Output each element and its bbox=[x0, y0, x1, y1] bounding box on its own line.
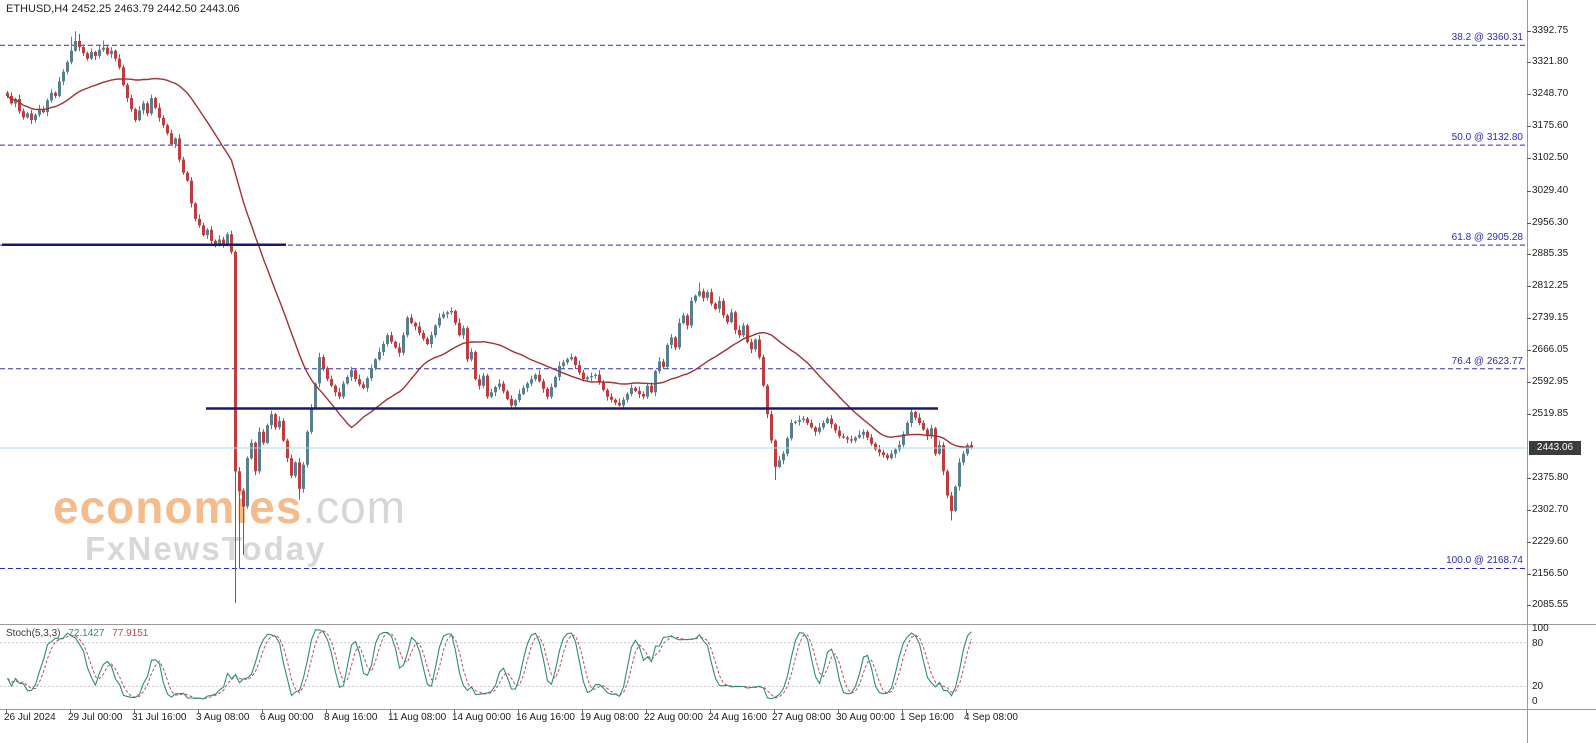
time-axis-label: 26 Jul 2024 bbox=[4, 712, 56, 723]
price-axis-label: 3175.60 bbox=[1532, 120, 1569, 131]
time-axis-label: 16 Aug 16:00 bbox=[516, 712, 575, 723]
time-axis-tick bbox=[774, 710, 775, 714]
price-axis-label: 2739.15 bbox=[1532, 312, 1569, 323]
price-axis-tick bbox=[1527, 478, 1531, 479]
time-axis-tick bbox=[70, 710, 71, 714]
time-axis-tick bbox=[6, 710, 7, 714]
time-axis-tick bbox=[454, 710, 455, 714]
time-axis-tick bbox=[838, 710, 839, 714]
stochastic-axis-label: 20 bbox=[1532, 681, 1544, 692]
panel-separator-bottom[interactable] bbox=[0, 709, 1596, 710]
price-axis-label: 2375.80 bbox=[1532, 472, 1569, 483]
stochastic-indicator-chart[interactable] bbox=[0, 625, 1527, 714]
price-axis-label: 3248.70 bbox=[1532, 88, 1569, 99]
price-axis-tick bbox=[1527, 382, 1531, 383]
time-axis-label: 3 Aug 08:00 bbox=[196, 712, 250, 723]
time-axis-tick bbox=[262, 710, 263, 714]
time-axis-label: 30 Aug 00:00 bbox=[836, 712, 895, 723]
price-axis-label: 3029.40 bbox=[1532, 185, 1569, 196]
time-axis-label: 29 Jul 00:00 bbox=[68, 712, 123, 723]
price-axis-tick bbox=[1527, 350, 1531, 351]
time-axis-tick bbox=[518, 710, 519, 714]
watermark-tld-text: .com bbox=[302, 481, 406, 533]
price-axis-label: 2592.95 bbox=[1532, 376, 1569, 387]
price-axis-label: 2229.60 bbox=[1532, 536, 1569, 547]
fibonacci-level-label[interactable]: 38.2 @ 3360.31 bbox=[1451, 32, 1523, 43]
watermark: economies.com FxNewsToday bbox=[53, 484, 406, 565]
time-axis-label: 22 Aug 00:00 bbox=[644, 712, 703, 723]
watermark-brand-line: economies.com bbox=[53, 484, 406, 530]
time-axis-tick bbox=[646, 710, 647, 714]
time-axis-tick bbox=[966, 710, 967, 714]
time-axis-label: 24 Aug 16:00 bbox=[708, 712, 767, 723]
time-axis-tick bbox=[902, 710, 903, 714]
price-axis-label: 2666.05 bbox=[1532, 344, 1569, 355]
price-axis-label: 2519.85 bbox=[1532, 408, 1569, 419]
price-axis-tick bbox=[1527, 414, 1531, 415]
stochastic-label: Stoch(5,3,3) 72.1427 77.9151 bbox=[6, 628, 148, 639]
candlestick-chart[interactable] bbox=[0, 0, 1527, 630]
price-axis-label: 2885.35 bbox=[1532, 248, 1569, 259]
time-axis-label: 8 Aug 16:00 bbox=[324, 712, 378, 723]
price-axis-tick bbox=[1527, 126, 1531, 127]
price-axis-label: 2156.50 bbox=[1532, 568, 1569, 579]
time-axis-tick bbox=[710, 710, 711, 714]
price-axis-label: 3321.80 bbox=[1532, 56, 1569, 67]
price-axis-tick bbox=[1527, 286, 1531, 287]
stochastic-name: Stoch(5,3,3) bbox=[6, 628, 61, 639]
price-axis-tick bbox=[1527, 158, 1531, 159]
watermark-subtitle: FxNewsToday bbox=[85, 530, 327, 567]
time-axis-label: 27 Aug 08:00 bbox=[772, 712, 831, 723]
price-axis-border bbox=[1527, 0, 1528, 743]
time-axis-tick bbox=[326, 710, 327, 714]
time-axis-label: 1 Sep 16:00 bbox=[900, 712, 954, 723]
time-axis-label: 6 Aug 00:00 bbox=[260, 712, 314, 723]
price-axis-label: 2956.30 bbox=[1532, 217, 1569, 228]
time-axis-tick bbox=[390, 710, 391, 714]
time-axis-label: 4 Sep 08:00 bbox=[964, 712, 1018, 723]
price-axis-tick bbox=[1527, 31, 1531, 32]
stochastic-axis-label: 0 bbox=[1532, 696, 1538, 707]
price-axis-tick bbox=[1527, 223, 1531, 224]
price-axis-tick bbox=[1527, 318, 1531, 319]
time-axis-label: 14 Aug 00:00 bbox=[452, 712, 511, 723]
fibonacci-level-label[interactable]: 100.0 @ 2168.74 bbox=[1446, 555, 1523, 566]
price-axis-tick bbox=[1527, 574, 1531, 575]
time-axis-label: 19 Aug 08:00 bbox=[580, 712, 639, 723]
time-axis-tick bbox=[134, 710, 135, 714]
time-axis-label: 31 Jul 16:00 bbox=[132, 712, 187, 723]
chart-title: ETHUSD,H4 2452.25 2463.79 2442.50 2443.0… bbox=[6, 3, 240, 15]
price-axis-tick bbox=[1527, 542, 1531, 543]
price-axis-tick bbox=[1527, 605, 1531, 606]
time-axis-tick bbox=[582, 710, 583, 714]
watermark-brand-text: economies bbox=[53, 481, 303, 533]
panel-separator-top[interactable] bbox=[0, 624, 1596, 625]
stochastic-axis-label: 80 bbox=[1532, 638, 1544, 649]
time-axis-label: 11 Aug 08:00 bbox=[388, 712, 447, 723]
price-axis-label: 3392.75 bbox=[1532, 25, 1569, 36]
price-axis-tick bbox=[1527, 191, 1531, 192]
time-axis-tick bbox=[198, 710, 199, 714]
price-axis-label: 2085.55 bbox=[1532, 599, 1569, 610]
price-axis-tick bbox=[1527, 254, 1531, 255]
fibonacci-level-label[interactable]: 61.8 @ 2905.28 bbox=[1451, 232, 1523, 243]
fibonacci-level-label[interactable]: 50.0 @ 3132.80 bbox=[1451, 132, 1523, 143]
price-axis-label: 3102.50 bbox=[1532, 152, 1569, 163]
price-axis-label: 2812.25 bbox=[1532, 280, 1569, 291]
price-axis-label: 2302.70 bbox=[1532, 504, 1569, 515]
stochastic-main-value: 72.1427 bbox=[68, 628, 105, 639]
fibonacci-level-label[interactable]: 76.4 @ 2623.77 bbox=[1451, 356, 1523, 367]
price-axis-tick bbox=[1527, 94, 1531, 95]
current-price-tag: 2443.06 bbox=[1529, 441, 1581, 455]
price-axis-tick bbox=[1527, 510, 1531, 511]
price-axis-tick bbox=[1527, 62, 1531, 63]
stochastic-signal-value: 77.9151 bbox=[112, 628, 149, 639]
stochastic-axis-label: 100 bbox=[1532, 623, 1549, 634]
